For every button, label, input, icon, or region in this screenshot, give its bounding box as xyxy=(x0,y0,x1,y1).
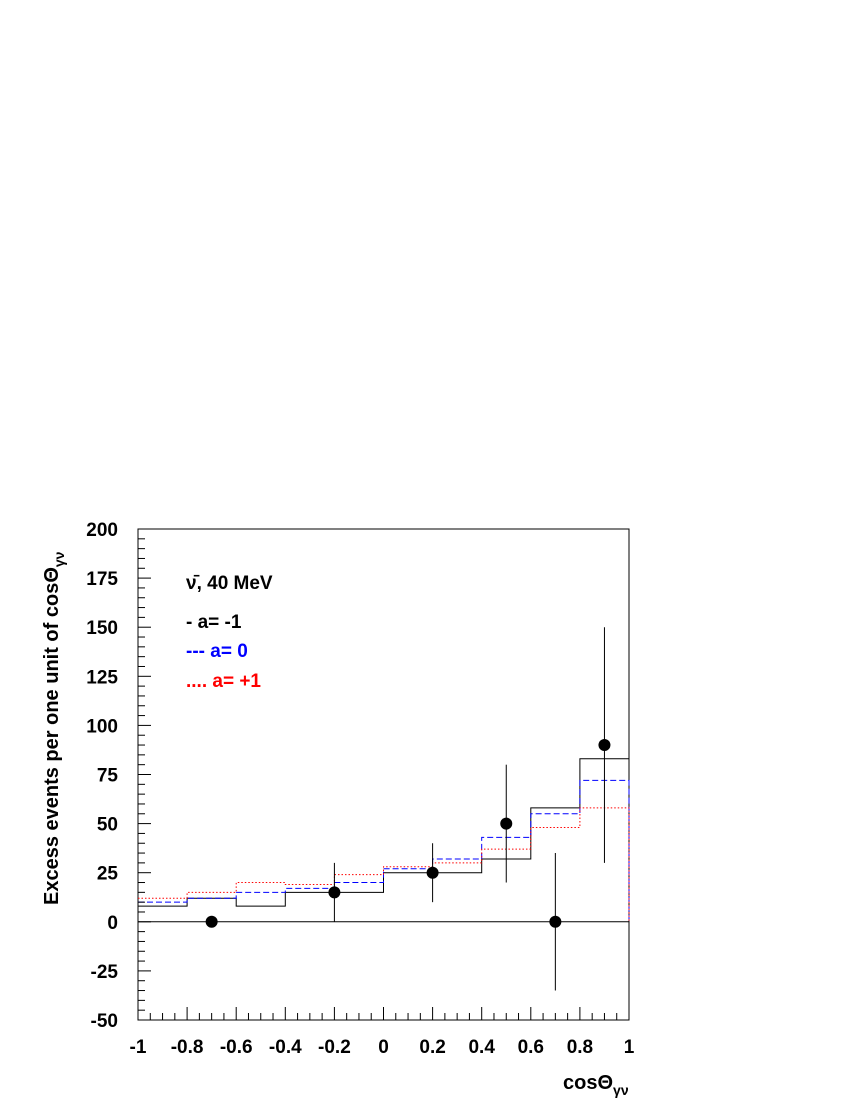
y-tick-label: 75 xyxy=(97,766,119,787)
x-tick-label: 0.8 xyxy=(567,1037,593,1058)
x-tick-label: 0.2 xyxy=(419,1037,445,1058)
y-tick-label: 100 xyxy=(86,716,118,737)
y-tick-label: 150 xyxy=(86,618,118,639)
annotation-label: ν̄, 40 MeV xyxy=(186,573,273,594)
y-tick-label: -25 xyxy=(91,962,119,983)
y-tick-label: -50 xyxy=(91,1011,118,1032)
legend: - a= -1 --- a= 0 .... a= +1 xyxy=(186,612,261,692)
y-tick-label: 125 xyxy=(86,667,118,688)
x-tick-label: -0.8 xyxy=(171,1037,204,1058)
legend-entry-a-0: --- a= 0 xyxy=(186,641,248,662)
y-tick-label: 0 xyxy=(107,913,118,934)
data-point-0 xyxy=(205,915,218,928)
x-tick-label: 1 xyxy=(624,1037,635,1058)
data-point-1 xyxy=(328,886,341,899)
x-tick-label: -0.4 xyxy=(269,1037,302,1058)
x-axis-title: cosΘγν xyxy=(563,1072,629,1098)
data-point-2 xyxy=(426,866,439,879)
histogram-series-1 xyxy=(138,779,630,922)
x-tick-label: 0.4 xyxy=(468,1037,495,1058)
y-tick-label: 200 xyxy=(86,520,118,541)
data-point-5 xyxy=(598,739,611,752)
x-tick-label: -1 xyxy=(130,1037,147,1058)
legend-entry-a-minus-1: - a= -1 xyxy=(186,612,242,633)
histogram-series-2 xyxy=(138,807,630,922)
y-axis-title: Excess events per one unit of cosΘγν xyxy=(41,551,67,905)
legend-entry-a-plus-1: .... a= +1 xyxy=(186,671,261,692)
y-tick-label: 25 xyxy=(97,864,119,885)
y-tick-label: 50 xyxy=(97,815,118,836)
data-point-3 xyxy=(500,817,513,830)
x-tick-label: -0.2 xyxy=(318,1037,351,1058)
x-tick-label: -0.6 xyxy=(220,1037,253,1058)
x-tick-label: 0 xyxy=(378,1037,389,1058)
x-tick-label: 0.6 xyxy=(518,1037,544,1058)
data-point-4 xyxy=(549,915,562,928)
y-tick-label: 175 xyxy=(86,569,118,590)
